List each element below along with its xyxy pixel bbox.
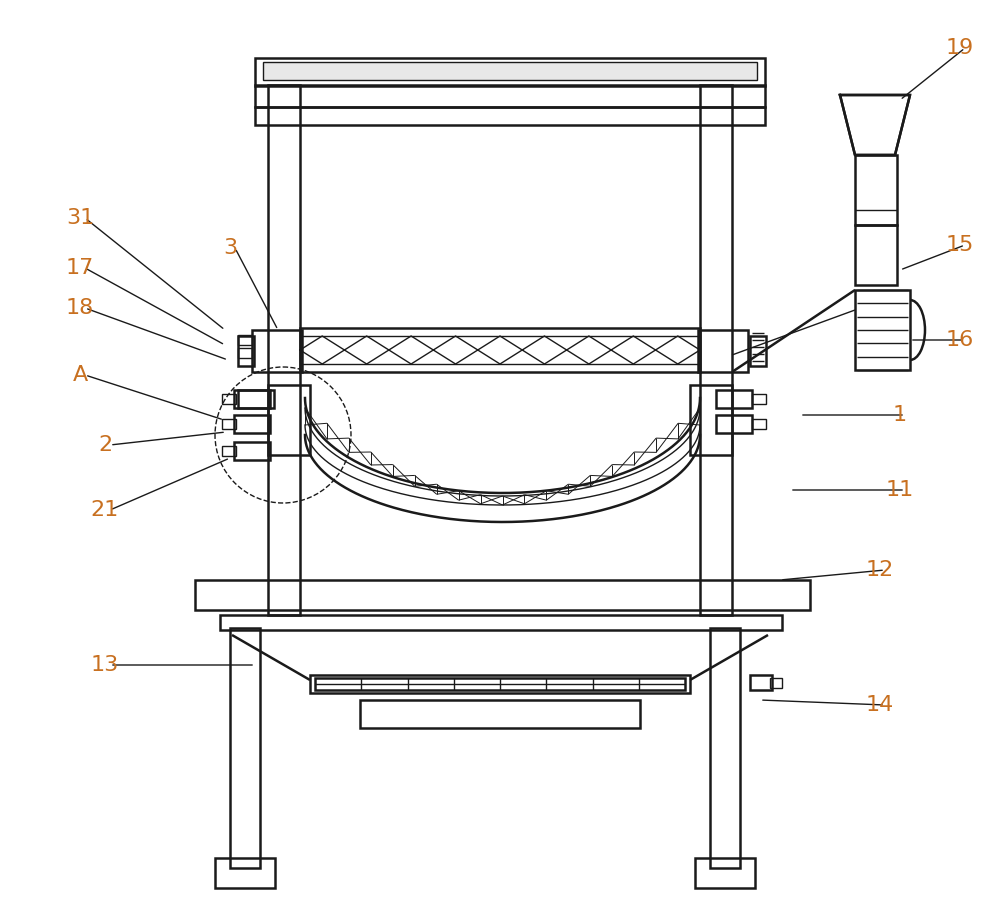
Text: 3: 3 — [223, 238, 237, 258]
Bar — [690, 385, 732, 455]
Text: 15: 15 — [946, 235, 974, 255]
Bar — [360, 700, 640, 728]
Bar — [255, 85, 765, 107]
Bar — [750, 336, 766, 366]
Bar — [752, 419, 766, 429]
Bar — [238, 390, 274, 408]
Text: 11: 11 — [886, 480, 914, 500]
Bar — [855, 155, 897, 225]
Bar — [716, 415, 752, 433]
Text: A: A — [72, 365, 88, 385]
Bar — [222, 446, 236, 456]
Bar — [238, 335, 252, 345]
Text: 31: 31 — [66, 208, 94, 228]
Text: 19: 19 — [946, 38, 974, 58]
Text: 12: 12 — [866, 560, 894, 580]
Bar — [695, 858, 755, 888]
Text: 21: 21 — [91, 500, 119, 520]
Bar — [195, 580, 810, 610]
Bar — [770, 678, 782, 688]
Text: 16: 16 — [946, 330, 974, 350]
Bar — [252, 330, 302, 372]
Bar — [215, 858, 275, 888]
Bar — [268, 85, 300, 615]
Bar — [716, 390, 752, 408]
Bar — [752, 394, 766, 404]
Bar — [263, 62, 757, 80]
Bar — [238, 348, 252, 358]
Bar — [238, 336, 254, 366]
Text: 14: 14 — [866, 695, 894, 715]
Bar — [310, 675, 690, 693]
Text: 13: 13 — [91, 655, 119, 675]
Text: 18: 18 — [66, 298, 94, 318]
Text: 17: 17 — [66, 258, 94, 278]
Bar — [698, 330, 748, 372]
Bar — [255, 58, 765, 86]
Bar — [234, 442, 270, 460]
Text: 2: 2 — [98, 435, 112, 455]
Bar — [234, 415, 270, 433]
Bar — [855, 225, 897, 285]
Bar — [234, 390, 270, 408]
Text: 1: 1 — [893, 405, 907, 425]
Bar — [220, 615, 782, 630]
Bar — [255, 107, 765, 125]
Bar — [230, 628, 260, 868]
Bar — [268, 385, 310, 455]
Bar — [710, 628, 740, 868]
Bar — [855, 290, 910, 370]
Bar — [222, 394, 236, 404]
Bar — [222, 419, 236, 429]
Bar — [315, 678, 685, 690]
Bar — [750, 675, 772, 690]
Bar — [700, 85, 732, 615]
Bar — [300, 328, 700, 372]
